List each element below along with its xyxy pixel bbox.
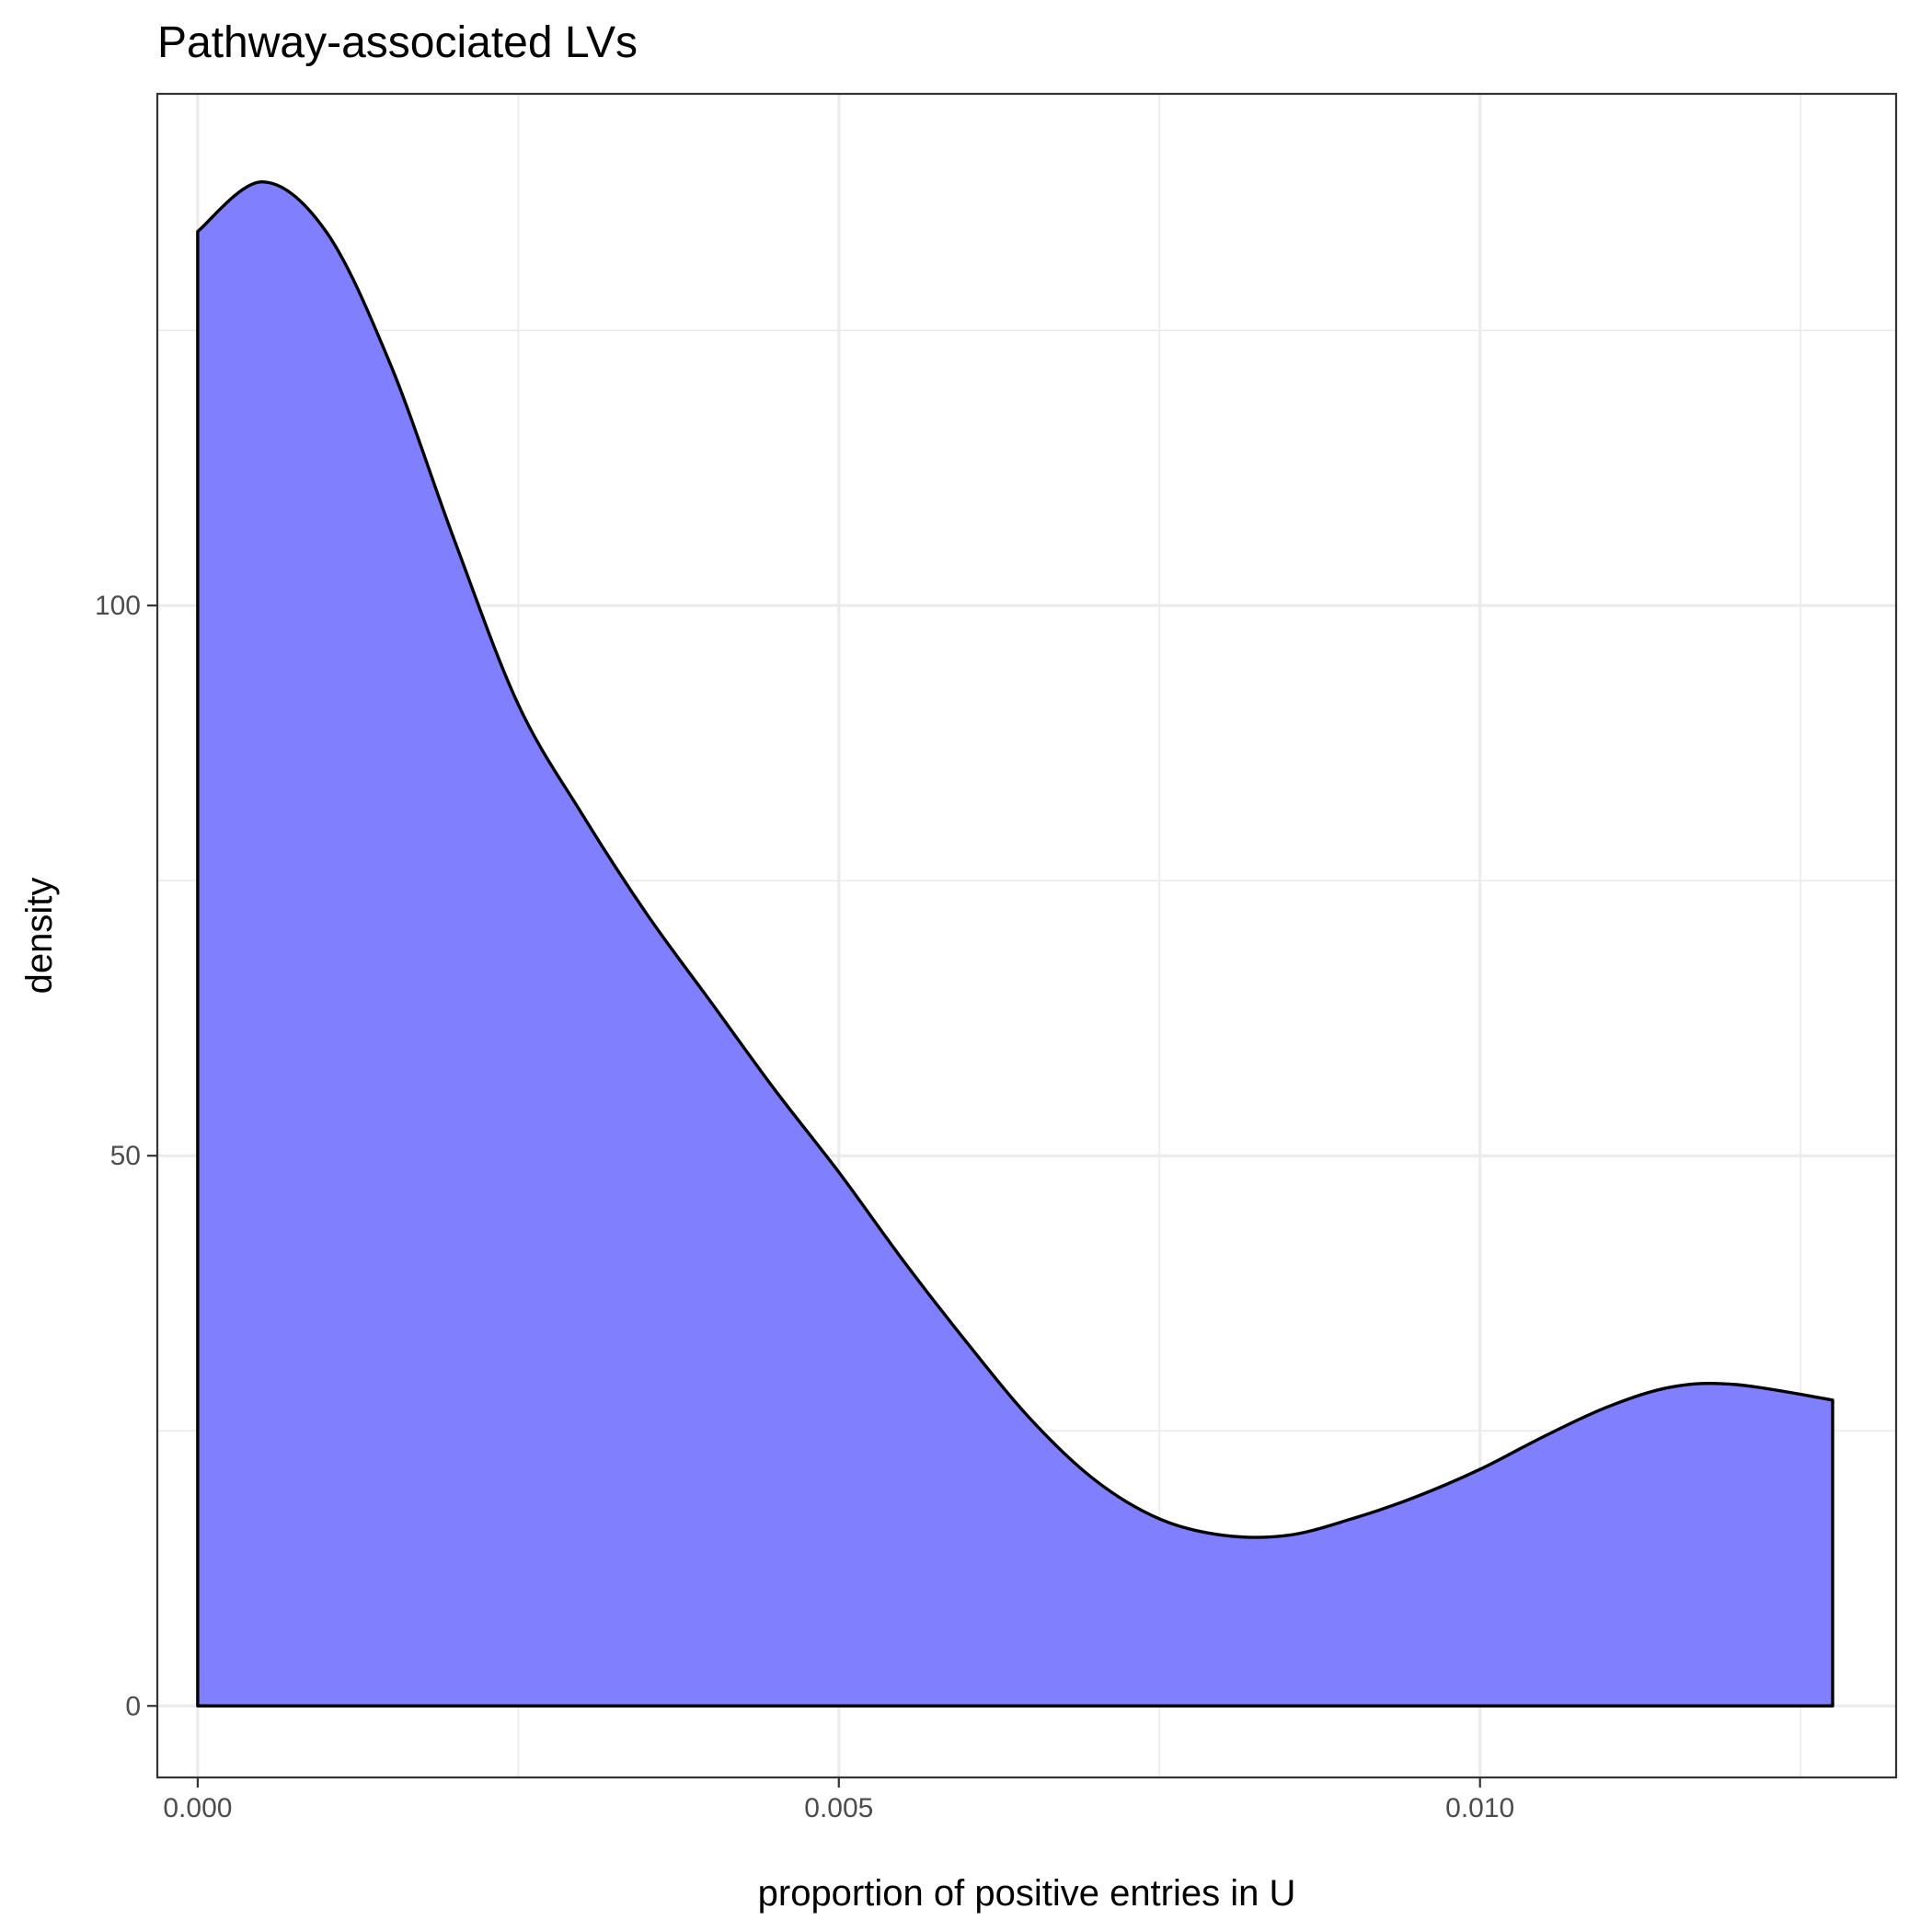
density-area-layer — [196, 179, 1834, 1708]
y-axis-title: density — [19, 878, 60, 995]
panel-border — [155, 92, 1898, 1779]
y-tick-label: 100 — [95, 591, 141, 621]
x-tick-label: 0.010 — [1445, 1793, 1514, 1823]
density-curve — [196, 179, 1834, 1708]
x-tick-label: 0.000 — [163, 1793, 232, 1823]
axis-ticks: 0.000 0.005 0.010 0 50 100 — [95, 591, 1514, 1823]
chart-title: Pathway-associated LVs — [157, 18, 638, 67]
y-tick-label: 50 — [110, 1141, 141, 1171]
y-tick-label: 0 — [125, 1691, 141, 1721]
x-tick-label: 0.005 — [804, 1793, 873, 1823]
x-axis-title: proportion of positive entries in U — [758, 1873, 1296, 1914]
